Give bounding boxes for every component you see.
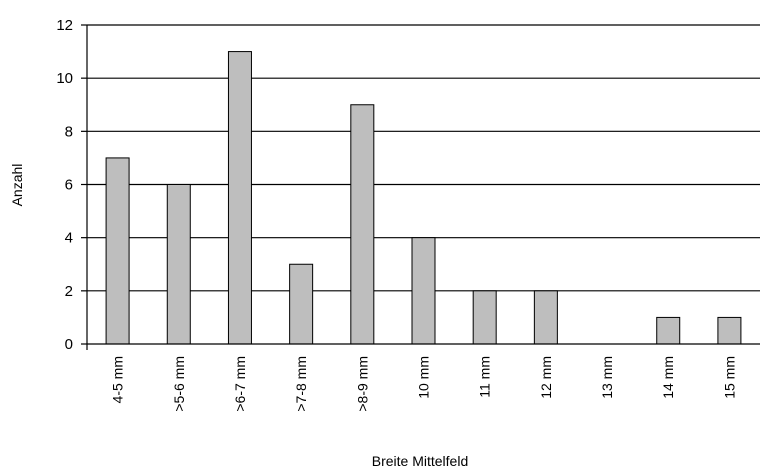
bar <box>717 316 742 345</box>
x-tick-label: 14 mm <box>660 356 676 399</box>
axes <box>86 25 760 350</box>
bar <box>227 51 252 345</box>
y-tick-label: 6 <box>65 177 73 194</box>
y-tick-label: 0 <box>65 336 73 353</box>
x-tick-label: >6-7 mm <box>232 356 248 412</box>
x-tick-label: >5-6 mm <box>171 356 187 412</box>
bar <box>411 237 436 345</box>
x-tick-label: 4-5 mm <box>110 356 126 403</box>
y-tick-label: 8 <box>65 123 73 140</box>
bar <box>289 263 314 345</box>
x-tick-label: >7-8 mm <box>293 356 309 412</box>
x-tick-label: 12 mm <box>538 356 554 399</box>
x-tick-label: 13 mm <box>599 356 615 399</box>
x-tick-label: 15 mm <box>721 356 737 399</box>
bar <box>656 316 681 345</box>
y-tick-label: 10 <box>56 70 73 87</box>
x-axis-title: Breite Mittelfeld <box>372 453 468 468</box>
y-tick-label: 2 <box>65 283 73 300</box>
bar <box>350 104 375 345</box>
bar <box>166 184 191 345</box>
bar <box>472 290 497 345</box>
x-tick-label: >8-9 mm <box>354 356 370 412</box>
y-tick-label: 12 <box>56 17 73 34</box>
y-tick-labels: 0 2 4 6 8 10 12 <box>56 17 87 353</box>
y-tick-label: 4 <box>65 230 73 247</box>
x-tick-label: 10 mm <box>416 356 432 399</box>
grid-lines <box>87 24 760 292</box>
y-axis-title: Anzahl <box>9 164 25 207</box>
bar <box>533 290 558 345</box>
x-tick-labels: 4-5 mm >5-6 mm >6-7 mm >7-8 mm >8-9 mm 10 mm 1… <box>110 356 738 412</box>
bar <box>105 157 130 345</box>
x-tick-label: 11 mm <box>477 356 493 398</box>
bars <box>105 51 742 345</box>
